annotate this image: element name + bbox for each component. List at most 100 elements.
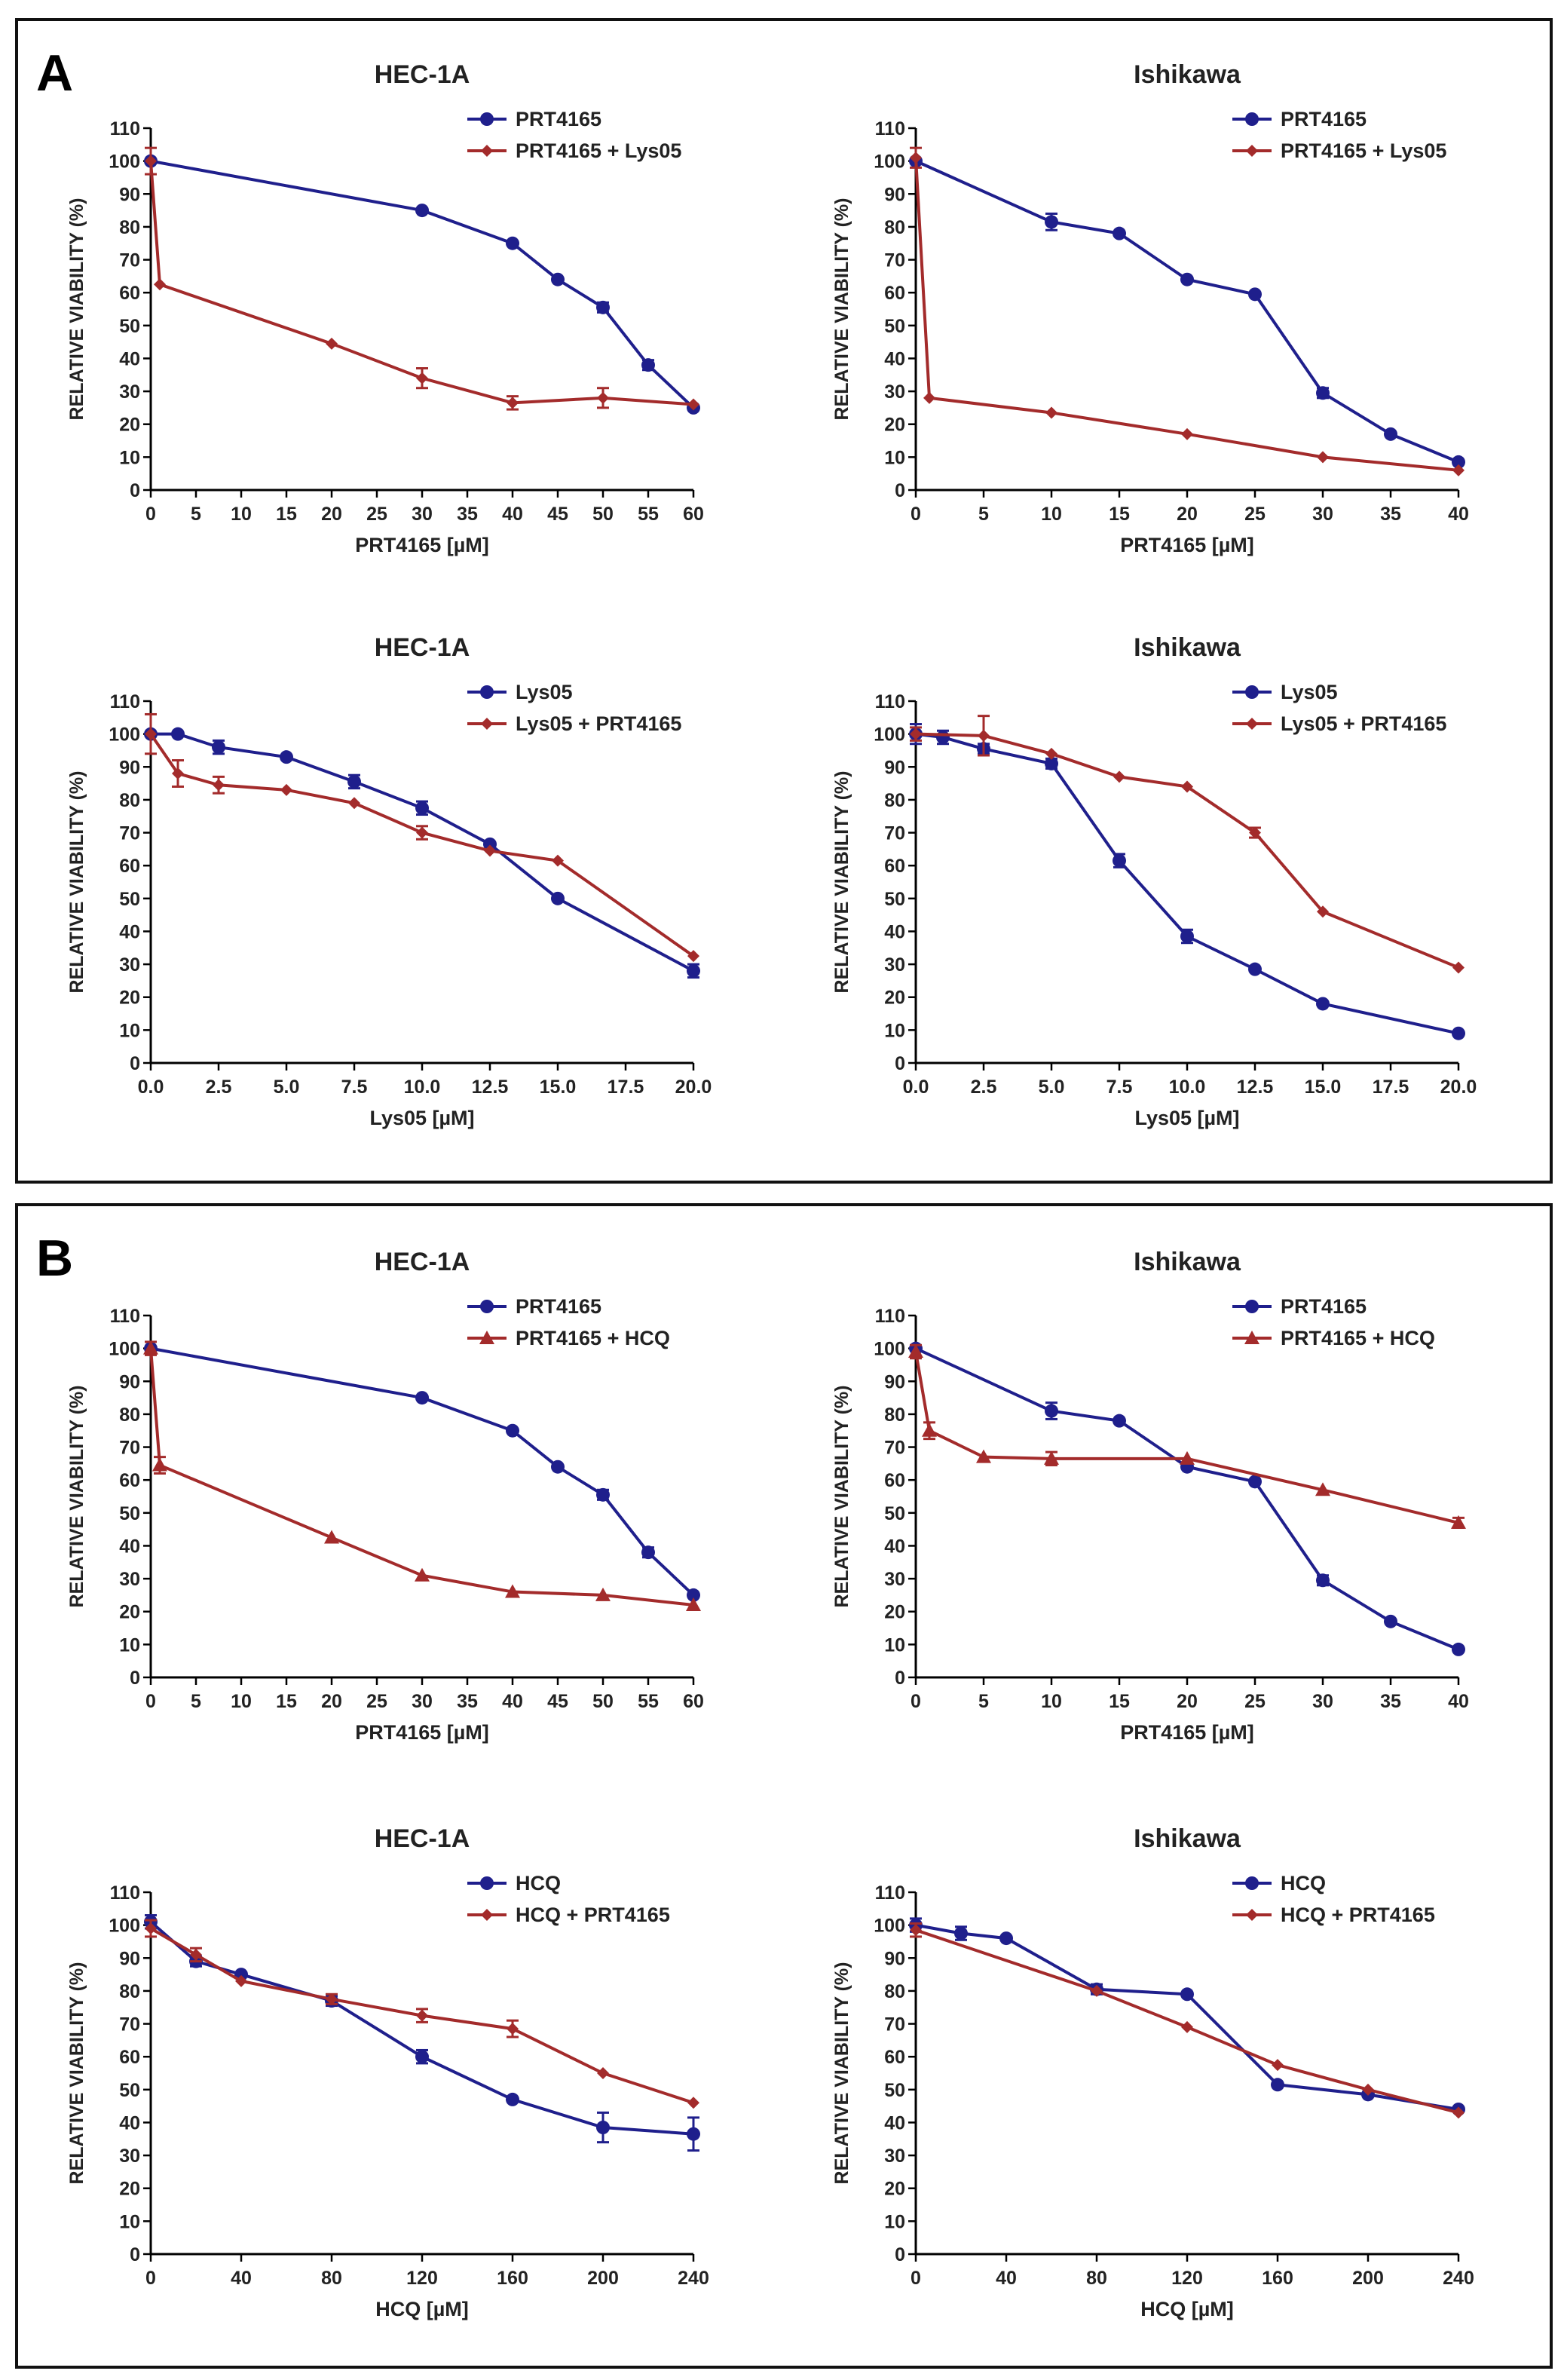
y-tick-label: 10 <box>119 1634 140 1656</box>
y-tick-label: 110 <box>110 1306 140 1327</box>
data-point <box>1362 2083 1374 2096</box>
data-point <box>143 1340 158 1355</box>
x-axis-label: HCQ [µM] <box>375 2298 469 2320</box>
chart-b-ishikawa-hcq: Ishikawa 0 10 20 30 40 50 60 70 80 90 100 110 0 40 80 12… <box>831 1824 1474 2320</box>
series-prt4165 <box>909 154 1465 469</box>
chart-a-hec1a-prt4165: HEC-1A 0 10 20 30 40 50 60 70 80 90 100 110 0 5 10 15 20 2… <box>66 60 704 556</box>
series-lys05 <box>909 723 1465 1040</box>
x-tick-label: 200 <box>587 2268 619 2289</box>
chart-b-hec1a-hcq: HEC-1A 0 10 20 30 40 50 60 70 80 90 100 110 0 40 80 120 1… <box>66 1824 709 2320</box>
y-tick-label: 30 <box>119 954 140 976</box>
data-point <box>1452 1642 1465 1656</box>
data-point <box>1091 1984 1103 1997</box>
y-tick-label: 70 <box>884 1438 905 1459</box>
y-axis-label: RELATIVE VIABILITY (%) <box>66 1386 87 1608</box>
data-point <box>152 1457 167 1472</box>
chart-b-hec1a-prt4165: HEC-1A 0 10 20 30 40 50 60 70 80 90 100 110 0 5 10 15 20 2… <box>66 1248 704 1744</box>
x-tick-label: 12.5 <box>472 1077 509 1098</box>
data-point <box>1045 756 1058 770</box>
series-prt4165-lys05 <box>145 146 699 411</box>
data-point <box>687 2127 700 2141</box>
y-tick-label: 50 <box>884 1503 905 1524</box>
chart-a-ishikawa-lys05: Ishikawa 0 10 20 30 40 50 60 70 80 90 100 110 0.0 2.5 5… <box>831 633 1477 1129</box>
y-tick-label: 60 <box>119 856 140 877</box>
x-tick-label: 15 <box>276 1691 297 1712</box>
data-point <box>596 300 610 314</box>
y-tick-label: 0 <box>130 1053 140 1074</box>
y-tick-label: 90 <box>884 1371 905 1392</box>
legend-marker <box>1245 1300 1259 1313</box>
y-tick-label: 50 <box>884 316 905 337</box>
y-tick-label: 110 <box>110 1882 140 1904</box>
y-tick-label: 70 <box>119 2014 140 2035</box>
chart-title: Ishikawa <box>1134 633 1241 662</box>
y-tick-label: 60 <box>119 283 140 304</box>
x-tick-label: 240 <box>1443 2268 1474 2289</box>
y-tick-label: 50 <box>119 316 140 337</box>
x-tick-label: 15 <box>1109 504 1130 525</box>
data-point <box>484 844 496 857</box>
y-tick-label: 50 <box>884 889 905 910</box>
data-point <box>552 854 564 867</box>
series-prt4165-hcq <box>908 1343 1466 1529</box>
data-point <box>1452 464 1465 476</box>
y-tick-label: 100 <box>874 724 905 746</box>
y-tick-label: 60 <box>884 1470 905 1491</box>
data-point <box>1248 287 1262 302</box>
x-axis-label: Lys05 [µM] <box>369 1107 474 1129</box>
series-lys05-prt4165 <box>910 715 1465 974</box>
x-tick-label: 5 <box>191 1691 201 1712</box>
legend-label: HCQ <box>516 1872 561 1895</box>
x-tick-label: 45 <box>547 504 568 525</box>
x-tick-label: 0.0 <box>138 1077 164 1098</box>
data-point <box>506 2092 519 2106</box>
chart-title: HEC-1A <box>375 1248 470 1276</box>
x-tick-label: 5 <box>978 504 989 525</box>
series-hcq-line <box>149 1920 694 2136</box>
x-tick-label: 10 <box>1041 504 1062 525</box>
data-point <box>505 1584 520 1598</box>
legend-marker <box>1246 1909 1258 1921</box>
legend-label: HCQ + PRT4165 <box>516 1904 670 1926</box>
y-tick-label: 0 <box>130 480 140 501</box>
data-point <box>551 1460 565 1474</box>
data-point <box>326 1993 338 2005</box>
data-point <box>1045 1404 1058 1418</box>
data-point <box>212 740 225 755</box>
data-point <box>687 1588 700 1602</box>
x-tick-label: 80 <box>1086 2268 1107 2289</box>
y-tick-label: 110 <box>875 1306 905 1327</box>
y-tick-label: 60 <box>119 2047 140 2068</box>
x-tick-label: 15 <box>276 504 297 525</box>
legend-marker <box>1245 112 1259 126</box>
x-tick-label: 35 <box>457 1691 478 1712</box>
x-tick-label: 5 <box>978 1691 989 1712</box>
series-lys05-line <box>915 732 1459 1035</box>
x-tick-label: 40 <box>996 2268 1017 2289</box>
y-tick-label: 60 <box>119 1470 140 1491</box>
data-point <box>1452 2106 1465 2119</box>
data-point <box>922 1423 937 1437</box>
x-tick-label: 5.0 <box>1039 1077 1065 1098</box>
legend-marker <box>1244 1331 1259 1344</box>
legend-label: HCQ <box>1281 1872 1326 1895</box>
y-tick-label: 80 <box>119 1981 140 2002</box>
y-tick-label: 40 <box>884 1536 905 1557</box>
x-tick-label: 0 <box>145 504 156 525</box>
x-tick-label: 5 <box>191 504 201 525</box>
data-point <box>1113 1414 1126 1428</box>
y-tick-label: 70 <box>119 1438 140 1459</box>
data-point <box>1451 1515 1466 1529</box>
data-point <box>687 963 700 978</box>
data-point <box>1181 780 1193 793</box>
y-tick-label: 0 <box>895 480 905 501</box>
legend-entry: HCQ + PRT4165 <box>467 1904 670 1926</box>
y-tick-label: 80 <box>119 217 140 238</box>
y-tick-label: 20 <box>884 2179 905 2200</box>
legend-entry: HCQ <box>1232 1872 1326 1895</box>
chart-title: HEC-1A <box>375 633 470 662</box>
series-prt4165-lys05-line <box>914 158 1459 472</box>
data-point <box>415 1391 429 1405</box>
y-tick-label: 0 <box>895 2244 905 2265</box>
data-point <box>280 750 293 764</box>
